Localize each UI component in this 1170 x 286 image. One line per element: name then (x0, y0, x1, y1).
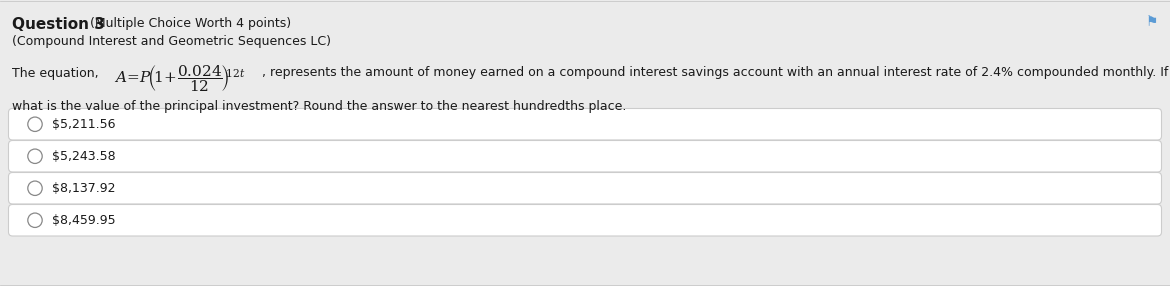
Text: (Multiple Choice Worth 4 points): (Multiple Choice Worth 4 points) (90, 17, 291, 30)
Circle shape (28, 181, 42, 195)
Text: $5,211.56: $5,211.56 (51, 118, 116, 131)
Circle shape (28, 213, 42, 227)
FancyBboxPatch shape (8, 140, 1162, 172)
FancyBboxPatch shape (8, 204, 1162, 236)
Text: The equation,: The equation, (12, 67, 106, 80)
Text: $A\!=\!P\!\left(\!1\!+\!\dfrac{0.024}{12}\!\right)^{\!\!12t}$: $A\!=\!P\!\left(\!1\!+\!\dfrac{0.024}{12… (113, 63, 246, 94)
FancyBboxPatch shape (8, 108, 1162, 140)
Text: $8,459.95: $8,459.95 (51, 214, 116, 227)
Circle shape (28, 149, 42, 164)
Circle shape (28, 117, 42, 132)
Text: (Compound Interest and Geometric Sequences LC): (Compound Interest and Geometric Sequenc… (12, 35, 331, 48)
Text: $8,137.92: $8,137.92 (51, 182, 116, 195)
Text: $5,243.58: $5,243.58 (51, 150, 116, 163)
Text: , represents the amount of money earned on a compound interest savings account w: , represents the amount of money earned … (262, 66, 1170, 79)
Text: what is the value of the principal investment? Round the answer to the nearest h: what is the value of the principal inves… (12, 100, 626, 113)
Text: Question 3: Question 3 (12, 17, 105, 32)
Text: ⚑: ⚑ (1145, 15, 1158, 29)
FancyBboxPatch shape (8, 172, 1162, 204)
